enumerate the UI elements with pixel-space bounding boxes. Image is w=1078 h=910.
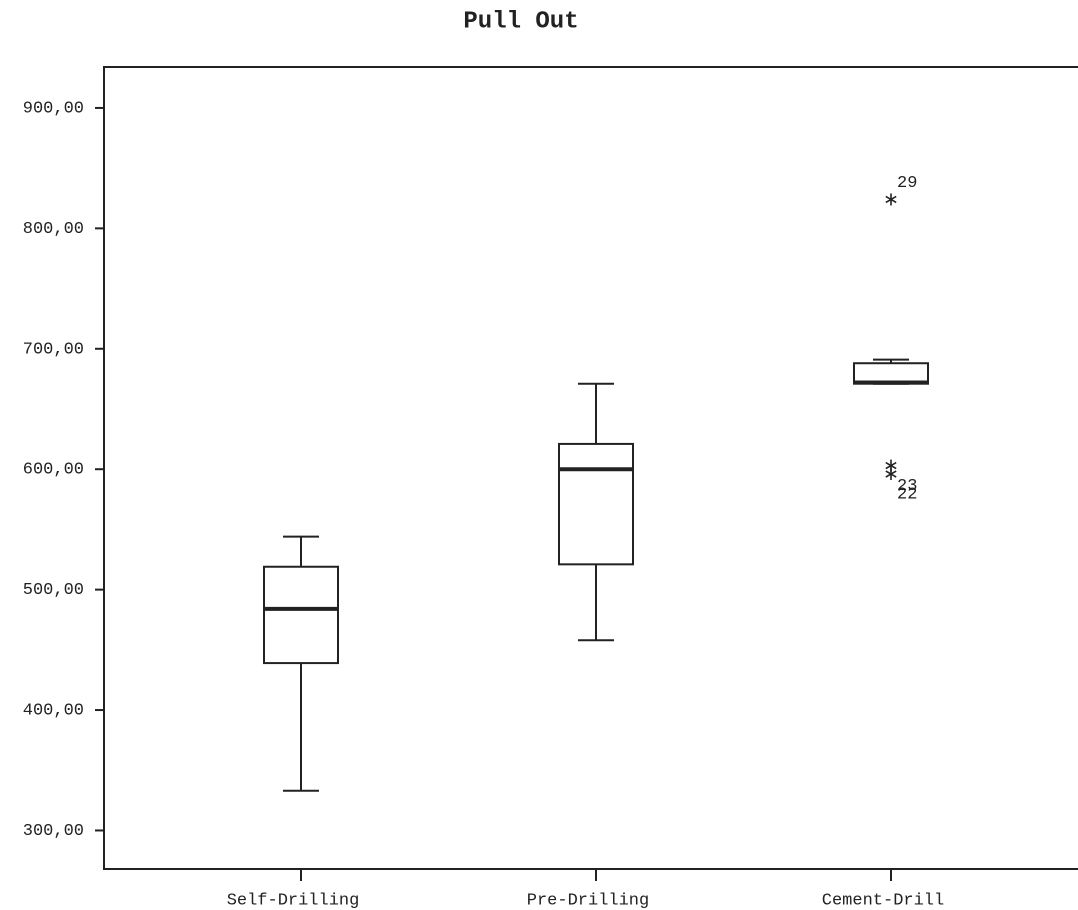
- box: [558, 442, 634, 566]
- y-tick-label: 600,00: [23, 461, 84, 480]
- outlier: [885, 468, 897, 481]
- y-tick-label: 300,00: [23, 822, 84, 841]
- y-tick-label: 700,00: [23, 340, 84, 359]
- outlier-stroke: [885, 461, 897, 470]
- y-tick-label: 900,00: [23, 99, 84, 118]
- y-tick-label: 500,00: [23, 581, 84, 600]
- outlier: [885, 193, 897, 206]
- outlier-label: 22: [897, 486, 917, 505]
- x-tick-label: Self-Drilling: [227, 891, 360, 910]
- x-tick-label: Pre-Drilling: [527, 891, 649, 910]
- outlier-stroke: [885, 470, 897, 478]
- plot-frame: [103, 66, 1078, 870]
- chart-title: Pull Out: [463, 8, 578, 35]
- x-tick-label: Cement-Drill: [822, 891, 944, 910]
- outlier-label: 29: [897, 174, 917, 193]
- outlier-stroke: [885, 195, 897, 204]
- outlier-label: 23: [897, 477, 917, 496]
- y-tick-label: 800,00: [23, 220, 84, 239]
- box: [263, 565, 339, 665]
- y-tick-label: 400,00: [23, 702, 84, 721]
